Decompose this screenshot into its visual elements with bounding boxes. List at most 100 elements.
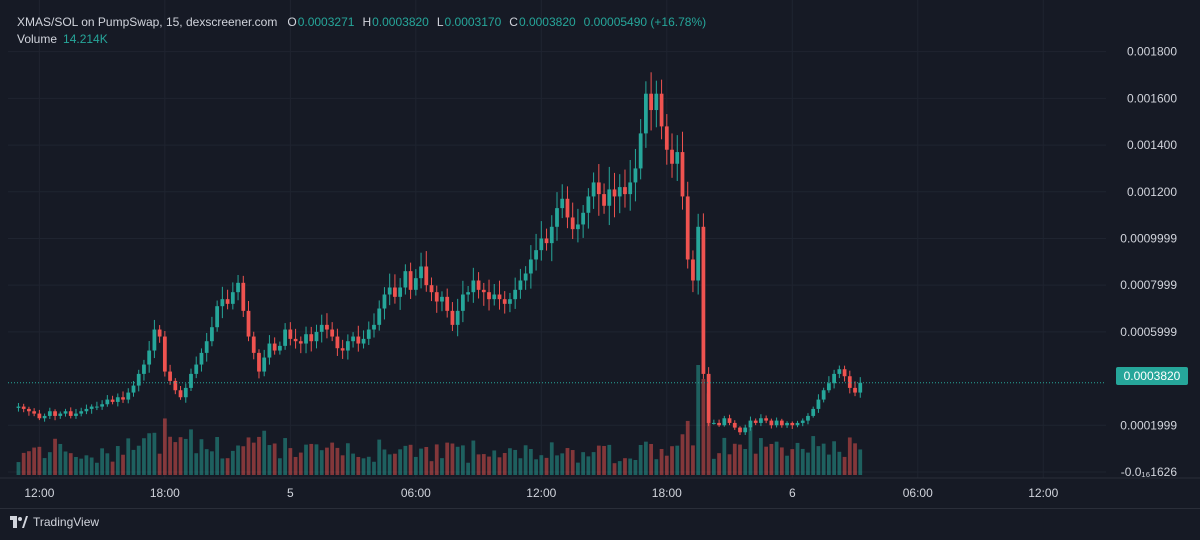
volume-bar (508, 448, 512, 475)
symbol-label: XMAS/SOL on PumpSwap, 15, dexscreener.co… (17, 15, 278, 29)
volume-bar (466, 462, 470, 475)
volume-bar (445, 442, 450, 475)
volume-bar (183, 438, 188, 475)
volume-bar (330, 442, 335, 475)
candle-body (607, 189, 612, 206)
candle-body (821, 390, 826, 400)
candle-body (330, 329, 335, 337)
volume-bar (272, 443, 277, 475)
volume-bar (340, 455, 345, 475)
candle-body (319, 324, 324, 332)
high-value: 0.0003820 (372, 15, 429, 29)
volume-bar (225, 458, 230, 475)
volume-bar (842, 456, 847, 475)
volume-bar (654, 459, 659, 475)
volume-bar (518, 458, 523, 475)
candle-body (162, 336, 167, 372)
volume-bar (502, 453, 507, 475)
volume-bar (711, 458, 716, 475)
volume-bar (105, 453, 110, 475)
volume-bar (644, 441, 648, 475)
candle-body (283, 329, 287, 346)
volume-bar (847, 437, 852, 475)
volume-bar (816, 446, 821, 475)
candle-body (230, 292, 235, 304)
candle-body (555, 208, 559, 227)
volume-bar (262, 430, 267, 475)
candle-body (806, 415, 810, 421)
volume-bar (251, 442, 256, 475)
candle-body (210, 327, 214, 342)
low-label: L (436, 15, 444, 29)
volume-bar (612, 463, 617, 475)
candle-body (764, 418, 769, 421)
candle-body (173, 380, 178, 391)
candle-body (795, 422, 800, 426)
candle-body (361, 338, 366, 344)
candle-body (42, 415, 47, 419)
x-tick-label: 18:00 (652, 486, 682, 500)
volume-bar (147, 433, 152, 475)
candle-body (691, 259, 695, 281)
volume-bar (633, 459, 638, 475)
candle-body (628, 182, 633, 195)
volume-bar (596, 445, 601, 475)
volume-bar (366, 456, 371, 475)
tradingview-icon (10, 516, 28, 528)
volume-bar (549, 442, 554, 475)
brand-label: TradingView (33, 515, 100, 529)
volume-bar (351, 453, 355, 475)
candle-body (168, 371, 172, 381)
volume-bar (178, 437, 183, 475)
volume-bar (189, 429, 193, 475)
candle-body (267, 343, 272, 358)
volume-bar (717, 453, 721, 475)
candle-body (89, 406, 94, 409)
volume-bar (806, 452, 810, 475)
candle-body (251, 336, 256, 353)
candle-body (189, 373, 193, 388)
candle-body (272, 343, 277, 351)
candle-body (47, 411, 52, 416)
candle-body (701, 226, 706, 374)
candle-body (204, 341, 209, 353)
y-tick-label: 0.001200 (1127, 185, 1177, 199)
candle-body (345, 341, 350, 351)
candle-body (816, 399, 821, 409)
close-value: 0.0003820 (518, 15, 576, 29)
tradingview-logo[interactable]: TradingView (10, 515, 99, 529)
candle-body (199, 352, 204, 365)
volume-bar (372, 461, 376, 475)
x-tick-label: 06:00 (903, 486, 933, 500)
volume-bar (194, 453, 199, 475)
candle-body (115, 397, 120, 402)
volume-bar (534, 459, 538, 475)
volume-bar (157, 453, 162, 475)
candle-body (74, 413, 78, 416)
candle-body (178, 390, 183, 398)
candle-body (382, 294, 387, 309)
volume-bar (267, 445, 272, 475)
candle-body (105, 399, 110, 405)
candle-body (769, 420, 774, 426)
candle-body (717, 422, 721, 426)
price-chart[interactable]: 0.001800 0.001600 0.001400 0.001200 0.000999… (0, 0, 1200, 508)
candle-body (623, 187, 627, 195)
volume-bar (685, 420, 690, 475)
candle-body (445, 296, 450, 311)
candle-body (429, 285, 434, 293)
candle-body (779, 420, 784, 426)
volume-bar (513, 449, 518, 475)
volume-bar (319, 450, 324, 475)
candle-body (84, 408, 89, 412)
y-tick-label: 0.0005999 (1120, 325, 1177, 339)
volume-bar (314, 444, 319, 475)
candle-body (424, 266, 429, 286)
candle-body (37, 413, 42, 419)
volume-bar (162, 418, 167, 475)
volume-bar (675, 445, 680, 475)
candle-body (194, 364, 199, 374)
last-price-badge: 0.0003820 (1116, 367, 1188, 385)
candle-body (523, 273, 528, 281)
volume-bar (832, 441, 836, 475)
